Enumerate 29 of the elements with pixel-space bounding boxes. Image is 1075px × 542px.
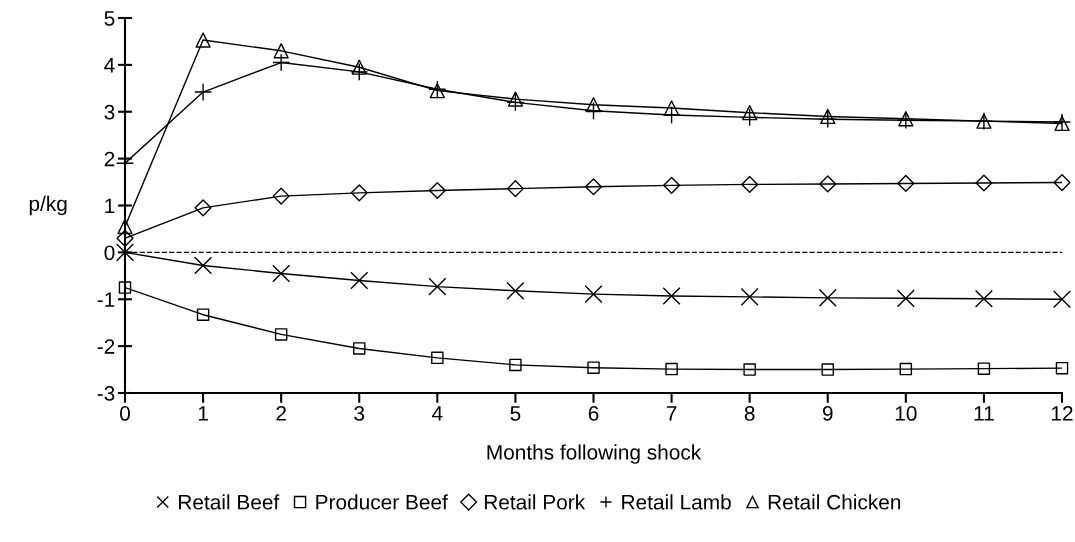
- y-tick-label: 2: [104, 151, 115, 167]
- x-tick-label: 4: [432, 406, 443, 421]
- y-tick-label: 1: [105, 198, 115, 214]
- x-tick-label: 8: [744, 406, 755, 421]
- y-tick-label: -1: [97, 292, 115, 307]
- x-tick-label: 12: [1052, 406, 1073, 421]
- x-tick-label: 9: [822, 406, 833, 421]
- legend-label: Retail Pork: [484, 494, 586, 510]
- y-tick-label: 5: [104, 11, 115, 26]
- x-tick-label: 3: [354, 406, 365, 421]
- legend-label: Retail Lamb: [622, 494, 731, 510]
- y-tick-label: 0: [104, 245, 115, 261]
- x-tick-label: 2: [276, 406, 286, 421]
- x-tick-label: 11: [974, 406, 994, 421]
- legend-label: Producer Beef: [316, 494, 448, 510]
- x-axis-title: Months following shock: [487, 444, 702, 464]
- y-tick-label: 3: [104, 104, 115, 120]
- x-tick-label: 5: [510, 406, 521, 421]
- x-tick-label: 6: [588, 406, 599, 421]
- legend-label: Retail Chicken: [768, 494, 901, 510]
- legend-label: Retail Beef: [179, 494, 280, 510]
- x-tick-label: 7: [666, 406, 677, 421]
- y-tick-label: 4: [104, 58, 115, 73]
- y-axis-title: p/kg: [29, 195, 67, 216]
- x-tick-label: 1: [198, 406, 208, 421]
- y-tick-label: -2: [97, 339, 115, 354]
- x-tick-label: 0: [120, 406, 130, 421]
- y-tick-label: -3: [97, 386, 115, 401]
- x-tick-label: 10: [895, 406, 917, 421]
